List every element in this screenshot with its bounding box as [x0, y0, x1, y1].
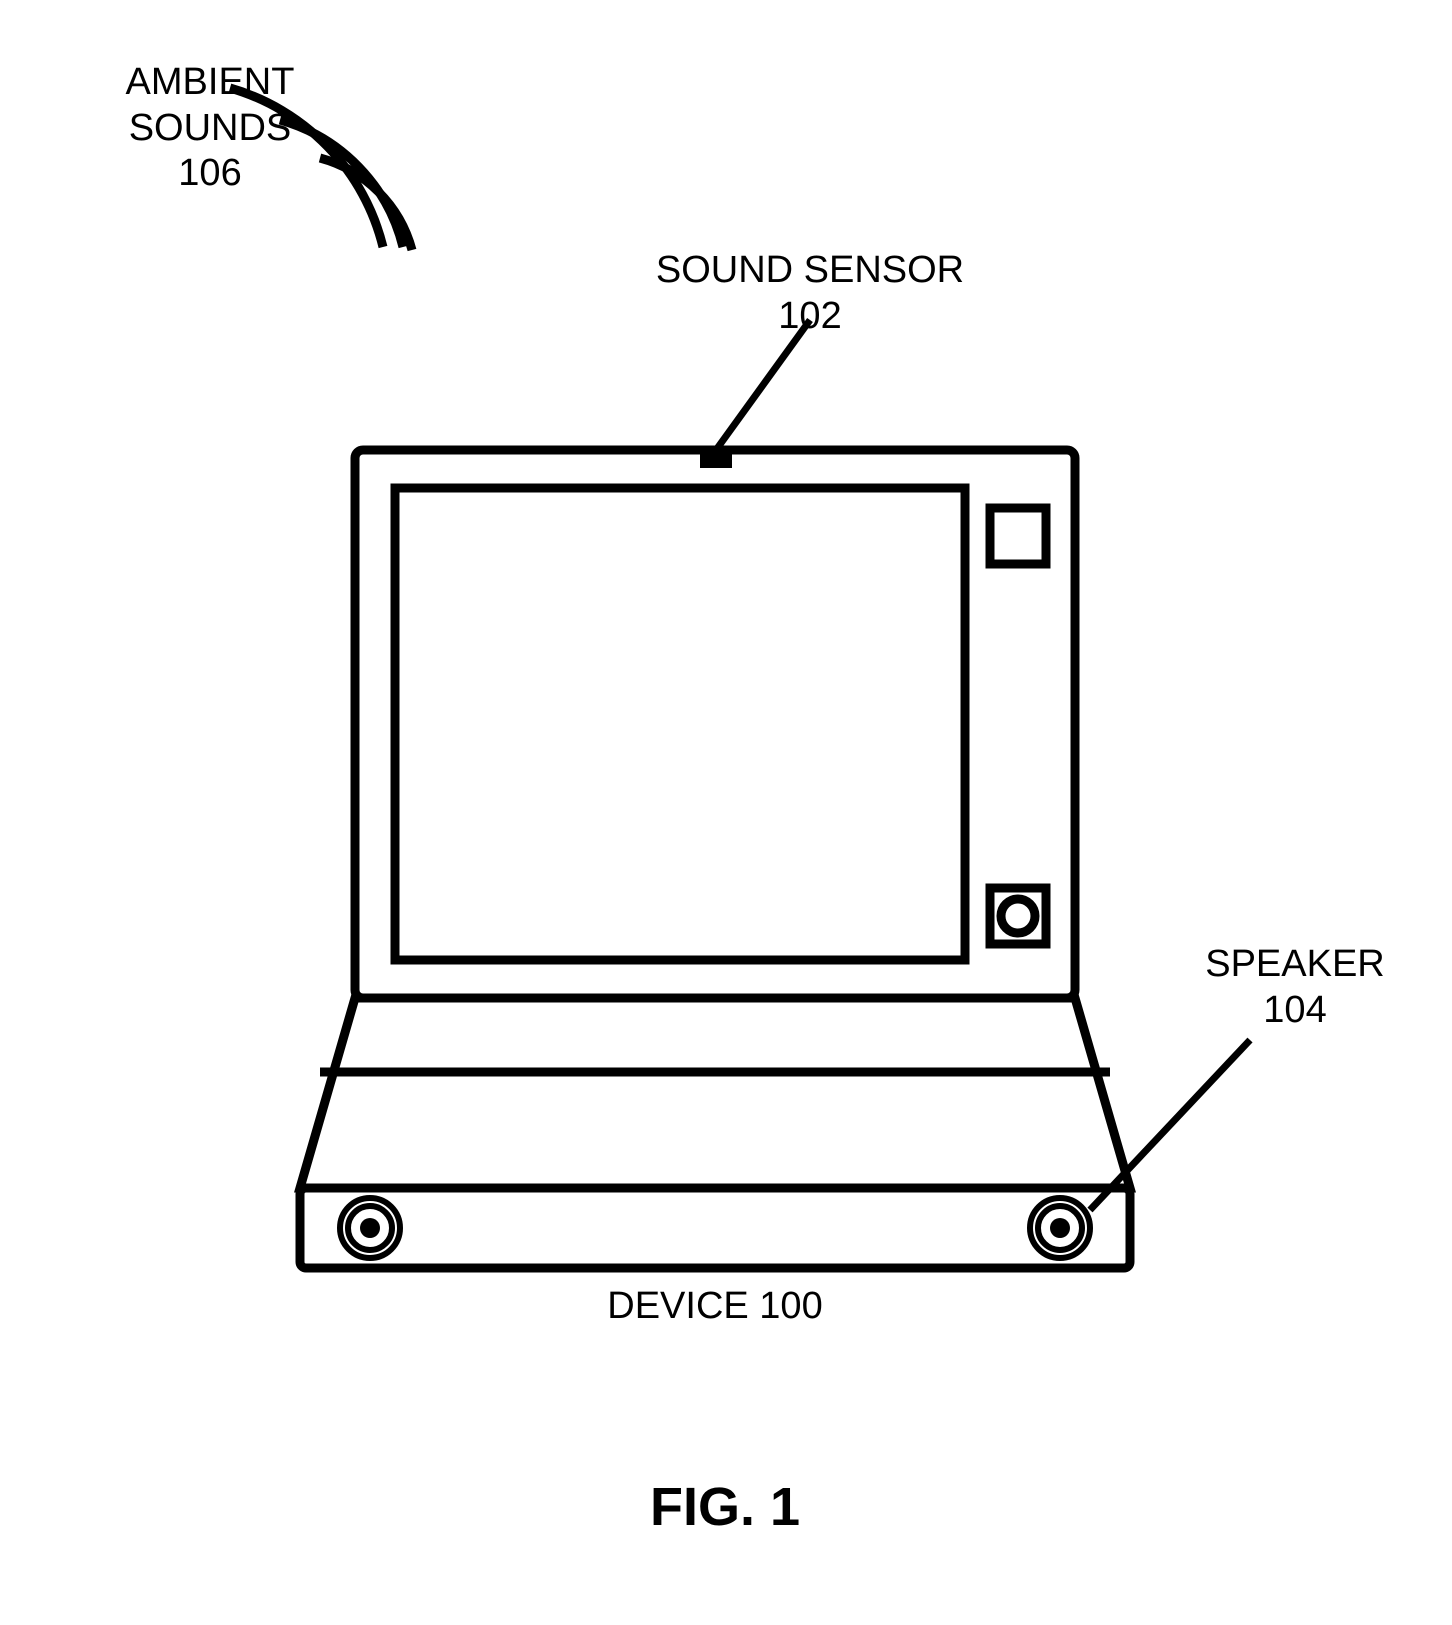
leader-sensor	[716, 320, 810, 450]
side-circle-icon	[1001, 899, 1035, 933]
sensor-label-line1: SOUND SENSOR	[610, 248, 1010, 294]
ambient-label-ref: 106	[95, 151, 325, 197]
sound-sensor-icon	[700, 450, 732, 468]
side-square-icon	[990, 508, 1046, 564]
speaker-label-line1: SPEAKER	[1170, 942, 1420, 988]
front-strip	[300, 1188, 1130, 1268]
device-label: DEVICE 100	[480, 1284, 950, 1330]
lid-inner	[395, 488, 965, 960]
speaker-label: SPEAKER 104	[1170, 942, 1420, 1033]
sensor-label: SOUND SENSOR 102	[610, 248, 1010, 339]
figure-caption: FIG. 1	[550, 1475, 900, 1540]
keyboard-base	[300, 998, 1130, 1188]
speaker-label-ref: 104	[1170, 988, 1420, 1034]
speaker-right-icon	[1030, 1198, 1090, 1258]
ambient-label: AMBIENT SOUNDS 106	[95, 60, 325, 197]
ambient-label-line2: SOUNDS	[95, 106, 325, 152]
sensor-label-ref: 102	[610, 294, 1010, 340]
speaker-left-icon	[340, 1198, 400, 1258]
device-label-text: DEVICE 100	[607, 1285, 822, 1327]
diagram-svg	[0, 0, 1452, 1625]
ambient-label-line1: AMBIENT	[95, 60, 325, 106]
figure-caption-text: FIG. 1	[650, 1477, 800, 1537]
laptop-device	[300, 450, 1130, 1268]
